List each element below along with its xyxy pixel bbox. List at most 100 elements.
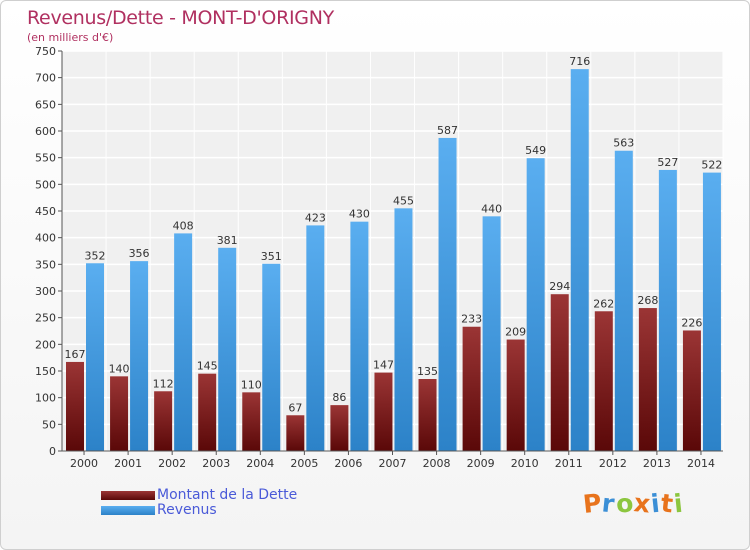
logo-letter: i [672,488,685,519]
data-label-revenue: 522 [701,159,722,172]
bar-revenue [130,261,149,451]
data-label-debt: 226 [681,316,702,329]
bar-revenue [218,247,237,451]
bar-debt [66,361,84,451]
x-tick-label: 2005 [290,457,318,470]
x-tick-label: 2013 [643,457,671,470]
plot-area [62,51,723,451]
data-label-revenue: 455 [393,194,414,207]
x-tick-label: 2002 [158,457,186,470]
y-tick-label: 500 [35,178,56,191]
y-tick-label: 0 [49,445,56,458]
bar-revenue [482,216,501,451]
data-label-revenue: 423 [305,211,326,224]
data-label-debt: 209 [505,326,526,339]
bar-revenue [86,263,104,451]
bar-debt [110,376,129,451]
x-tick-label: 2014 [687,457,715,470]
chart-title: Revenus/Dette - MONT-D'ORIGNY [27,7,334,29]
data-label-revenue: 351 [261,250,282,263]
proxiti-logo: Proxiti [582,488,685,519]
bar-debt [374,372,393,451]
bar-revenue [262,263,281,451]
bar-revenue [702,172,721,451]
bar-revenue [306,225,325,451]
data-label-debt: 167 [65,348,86,361]
y-tick-label: 550 [35,152,56,165]
data-label-debt: 268 [637,294,658,307]
legend-label-debt: Montant de la Dette [157,487,298,503]
data-label-revenue: 549 [525,144,546,157]
bar-debt [418,379,437,451]
y-tick-label: 200 [35,338,56,351]
bar-debt [242,392,261,451]
y-tick-label: 700 [35,72,56,85]
bar-debt [638,308,657,451]
bar-debt [506,339,525,451]
x-tick-label: 2011 [555,457,583,470]
bar-revenue [394,208,413,451]
bar-revenue [658,169,677,451]
bar-debt [286,415,305,451]
data-label-debt: 294 [549,280,570,293]
legend-swatch-debt [101,491,155,500]
data-label-debt: 135 [417,365,438,378]
legend-swatch-revenue [101,506,155,515]
data-label-debt: 67 [288,401,302,414]
bar-revenue [350,221,369,451]
data-label-debt: 262 [593,297,614,310]
y-tick-label: 50 [42,418,56,431]
x-tick-label: 2007 [379,457,407,470]
x-tick-label: 2001 [114,457,142,470]
bar-debt [330,405,349,451]
data-label-debt: 110 [241,378,262,391]
bar-debt [154,391,173,451]
x-tick-label: 2003 [202,457,230,470]
y-tick-label: 400 [35,232,56,245]
data-label-revenue: 440 [481,202,502,215]
bar-debt [462,326,481,451]
y-tick-label: 650 [35,98,56,111]
bar-debt [682,330,701,451]
data-label-revenue: 716 [569,55,590,68]
data-label-debt: 86 [332,391,346,404]
data-label-debt: 145 [197,360,218,373]
x-tick-label: 2004 [246,457,274,470]
data-label-revenue: 430 [349,208,370,221]
data-label-debt: 112 [153,377,174,390]
x-tick-label: 2009 [467,457,495,470]
y-tick-label: 750 [35,45,56,58]
legend-label-revenue: Revenus [157,502,217,518]
bar-debt [198,373,217,451]
y-tick-label: 100 [35,392,56,405]
bar-revenue [438,137,457,451]
bar-revenue [570,69,589,451]
bar-revenue [174,233,193,451]
data-label-revenue: 587 [437,124,458,137]
data-label-debt: 140 [109,362,130,375]
data-label-debt: 233 [461,313,482,326]
y-tick-label: 250 [35,312,56,325]
data-label-revenue: 381 [217,234,238,247]
bar-revenue [526,158,545,451]
y-tick-label: 600 [35,125,56,138]
y-tick-label: 150 [35,365,56,378]
y-tick-label: 350 [35,258,56,271]
y-tick-label: 300 [35,285,56,298]
bar-debt [550,294,569,451]
data-label-revenue: 352 [85,249,106,262]
bar-revenue [614,150,633,451]
x-tick-label: 2000 [70,457,98,470]
data-label-revenue: 527 [657,156,678,169]
x-tick-label: 2006 [334,457,362,470]
x-tick-label: 2010 [511,457,539,470]
x-tick-label: 2008 [423,457,451,470]
data-label-revenue: 408 [173,219,194,232]
data-label-revenue: 356 [129,247,150,260]
bar-debt [594,311,613,451]
x-tick-label: 2012 [599,457,627,470]
chart-subtitle: (en milliers d'€) [27,31,114,44]
data-label-revenue: 563 [613,137,634,150]
